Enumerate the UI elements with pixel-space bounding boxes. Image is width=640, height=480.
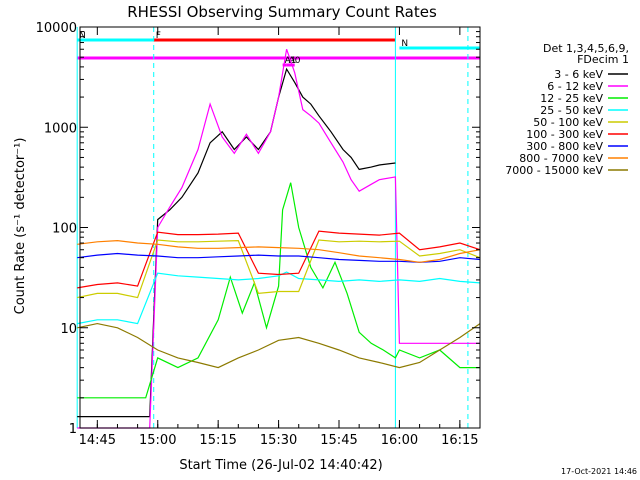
y-axis-ticks: 1 10 100 1000 10000 <box>36 21 480 437</box>
legend-label-1: 6 - 12 keV <box>547 80 603 93</box>
series-line-1 <box>77 49 480 429</box>
legend-label-8: 7000 - 15000 keV <box>505 164 603 177</box>
y-axis-label: Count Rate (s⁻¹ detector⁻¹) <box>13 138 28 315</box>
series-line-2 <box>77 182 480 399</box>
y-tick-label-1: 10 <box>60 322 77 337</box>
series-line-4 <box>77 239 481 299</box>
legend-title-line2: FDecim 1 <box>577 53 629 66</box>
x-tick-label-6: 16:15 <box>441 433 478 448</box>
chart-title: RHESSI Observing Summary Count Rates <box>127 3 437 21</box>
x-axis-label: Start Time (26-Jul-02 14:40:42) <box>179 458 382 473</box>
y-tick-label-2: 100 <box>52 222 77 237</box>
x-tick-label-5: 16:00 <box>381 433 418 448</box>
y-tick-label-3: 1000 <box>44 121 77 136</box>
legend-label-4: 50 - 100 keV <box>533 116 603 129</box>
x-tick-label-0: 14:45 <box>79 433 116 448</box>
legend-title-line1: Det 1,3,4,5,6,9, <box>543 42 629 55</box>
series-line-8 <box>77 322 481 369</box>
x-tick-label-1: 15:00 <box>139 433 176 448</box>
legend-label-3: 25 - 50 keV <box>540 104 603 117</box>
flag-label-2: F <box>156 31 161 41</box>
legend-label-5: 100 - 300 keV <box>526 128 603 141</box>
y-tick-label-4: 10000 <box>36 21 77 36</box>
legend-label-6: 300 - 800 keV <box>526 140 603 153</box>
x-tick-label-3: 15:30 <box>260 433 297 448</box>
series-line-7 <box>77 239 481 263</box>
flag-label-5: A0 <box>289 56 301 66</box>
series-line-5 <box>77 230 481 289</box>
x-tick-label-4: 15:45 <box>320 433 357 448</box>
legend-label-7: 800 - 7000 keV <box>519 152 603 165</box>
flag-label-1: N <box>401 39 408 49</box>
series-line-6 <box>77 252 481 263</box>
y-tick-label-0: 1 <box>69 422 77 437</box>
time-boundaries <box>76 27 469 428</box>
legend-label-2: 12 - 25 keV <box>540 92 603 105</box>
x-tick-label-2: 15:15 <box>199 433 236 448</box>
flag-label-0: N <box>79 31 86 41</box>
footer-timestamp: 17-Oct-2021 14:46 <box>561 467 637 476</box>
series-lines <box>77 49 481 429</box>
legend-label-0: 3 - 6 keV <box>554 68 603 81</box>
x-axis-ticks: 14:45 15:00 15:15 15:30 15:45 16:00 16:15 <box>79 27 481 448</box>
series-line-0 <box>77 67 396 418</box>
